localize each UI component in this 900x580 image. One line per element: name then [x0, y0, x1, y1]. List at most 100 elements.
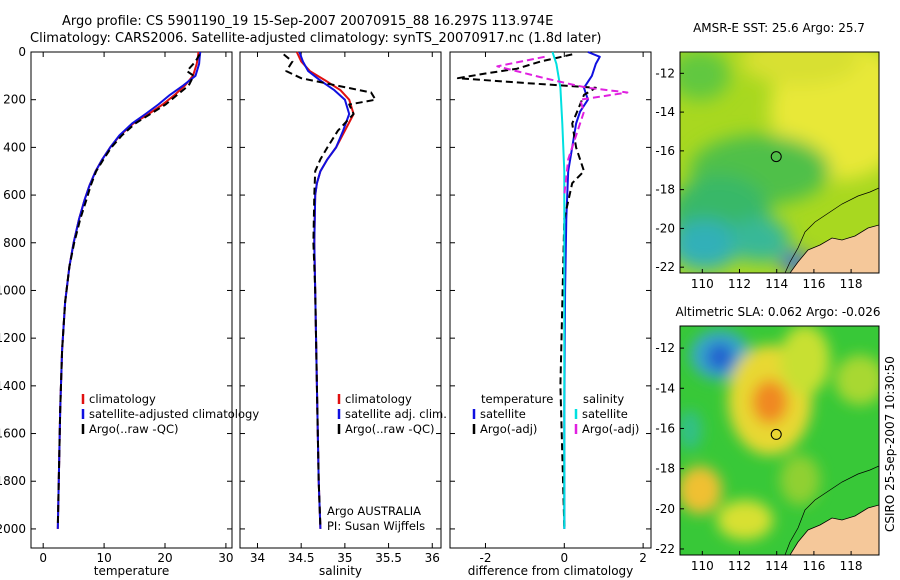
difference-xtick-label: 2 [639, 551, 647, 565]
sst-shelf-contour [784, 187, 879, 273]
temperature-xtick-label: 30 [218, 551, 233, 565]
temperature-xtick-label: 0 [39, 551, 47, 565]
sla-low-core [706, 343, 734, 371]
temperature-ytick-label: 200 [3, 93, 26, 107]
sla-high-patch [835, 355, 879, 405]
difference-xlabel: difference from climatology [468, 564, 634, 578]
sst-map [680, 52, 879, 273]
figure-title-line2: Climatology: CARS2006. Satellite-adjuste… [30, 31, 602, 46]
difference-legend-label: satellite [480, 407, 526, 421]
difference-axes-frame [449, 51, 652, 549]
sla-xtick-label: 116 [802, 559, 825, 573]
temperature-xtick-label: 10 [96, 551, 111, 565]
temperature-ytick-label: 1400 [0, 379, 26, 393]
sla-xtick-label: 114 [765, 559, 788, 573]
sst-field [680, 52, 879, 272]
sst-map-title: AMSR-E SST: 25.6 Argo: 25.7 [693, 21, 865, 35]
salinity-axes-frame [239, 51, 442, 549]
sla-high-patch [680, 466, 722, 514]
difference-series-line [456, 53, 597, 527]
sla-map-frame [679, 325, 880, 556]
sst-argo-position-marker [770, 151, 782, 163]
sst-xtick-label: 114 [765, 277, 788, 291]
sst-xtick-label: 112 [728, 277, 751, 291]
sla-map [680, 326, 879, 555]
sla-high-patch [717, 500, 773, 540]
salinity-xtick-label: 36 [425, 551, 440, 565]
sla-xtick-label: 118 [840, 559, 863, 573]
temperature-ytick-label: 400 [3, 140, 26, 154]
difference-series-line [551, 51, 566, 529]
sla-high-core [752, 380, 788, 424]
sla-ytick-label: -16 [655, 421, 675, 435]
sst-cold-patch [680, 220, 740, 270]
difference-legend-label: temperature [481, 392, 553, 406]
sst-ytick-label: -14 [655, 105, 675, 119]
sla-high-patch [780, 455, 820, 505]
temperature-legend-label: climatology [89, 392, 156, 406]
salinity-annotation: PI: Susan Wijffels [327, 519, 425, 533]
temperature-ytick-label: 600 [3, 188, 26, 202]
salinity-legend-label: Argo(..raw -QC) [345, 422, 435, 436]
sla-land [789, 504, 879, 555]
sla-ytick-label: -14 [655, 381, 675, 395]
difference-legend-label: satellite [582, 407, 628, 421]
sst-warm-patch [740, 52, 860, 85]
difference-legend-label: Argo(-adj) [480, 422, 537, 436]
salinity-xtick-label: 34 [250, 551, 265, 565]
sst-ytick-label: -22 [655, 260, 675, 274]
difference-series-line [496, 55, 629, 196]
sst-cool-patch [680, 52, 730, 100]
salinity-xtick-label: 35.5 [375, 551, 402, 565]
sla-shelf-contour [784, 465, 879, 555]
salinity-xtick-label: 34.5 [288, 551, 315, 565]
sla-low-patch [680, 410, 702, 450]
temperature-xlabel: temperature [94, 564, 169, 578]
difference-legend-label: Argo(-adj) [582, 422, 639, 436]
temperature-ytick-label: 1600 [0, 427, 26, 441]
salinity-legend-label: climatology [345, 392, 412, 406]
sst-xtick-label: 110 [691, 277, 714, 291]
salinity-xtick-label: 35 [337, 551, 352, 565]
temperature-legend-label: Argo(..raw -QC) [89, 422, 179, 436]
sst-ytick-label: -12 [655, 66, 675, 80]
salinity-series-line [283, 53, 377, 527]
temperature-legend-label: satellite-adjusted climatology [89, 407, 259, 421]
salinity-legend-label: satellite adj. clim. [345, 407, 447, 421]
sst-cold-patch [730, 218, 790, 262]
sst-ytick-label: -16 [655, 144, 675, 158]
sla-field [680, 326, 879, 540]
difference-xtick-label: -2 [479, 551, 491, 565]
figure-title-line1: Argo profile: CS 5901190_19 15-Sep-2007 … [62, 14, 553, 29]
difference-series-line [563, 51, 601, 529]
temperature-ytick-label: 2000 [0, 522, 26, 536]
sla-argo-position-marker [770, 428, 782, 440]
sla-ytick-label: -20 [655, 502, 675, 516]
temperature-series-line [56, 53, 201, 527]
side-caption: CSIRO 25-Sep-2007 10:30:50 [883, 356, 897, 532]
sst-xtick-label: 118 [840, 277, 863, 291]
temperature-xtick-label: 20 [157, 551, 172, 565]
salinity-series-line [298, 51, 351, 529]
temperature-ytick-label: 1000 [0, 283, 26, 297]
temperature-ytick-label: 0 [18, 45, 26, 59]
temperature-ytick-label: 800 [3, 236, 26, 250]
sst-xtick-label: 116 [802, 277, 825, 291]
sst-ytick-label: -18 [655, 183, 675, 197]
temperature-ytick-label: 1200 [0, 331, 26, 345]
sst-land [789, 224, 879, 273]
sla-high-patch [780, 326, 830, 395]
difference-xtick-label: 0 [560, 551, 568, 565]
sla-xtick-label: 112 [728, 559, 751, 573]
sla-ytick-label: -12 [655, 341, 675, 355]
salinity-xlabel: salinity [319, 564, 362, 578]
chart-marks: 0102030020040060080010001200140016001800… [0, 45, 863, 578]
sst-ytick-label: -20 [655, 221, 675, 235]
temperature-ytick-label: 1800 [0, 474, 26, 488]
sla-ytick-label: -18 [655, 462, 675, 476]
temperature-series-line [56, 51, 202, 529]
salinity-annotation: Argo AUSTRALIA [327, 504, 421, 518]
sst-map-frame [679, 51, 880, 274]
sla-map-title: Altimetric SLA: 0.062 Argo: -0.026 [675, 305, 880, 319]
